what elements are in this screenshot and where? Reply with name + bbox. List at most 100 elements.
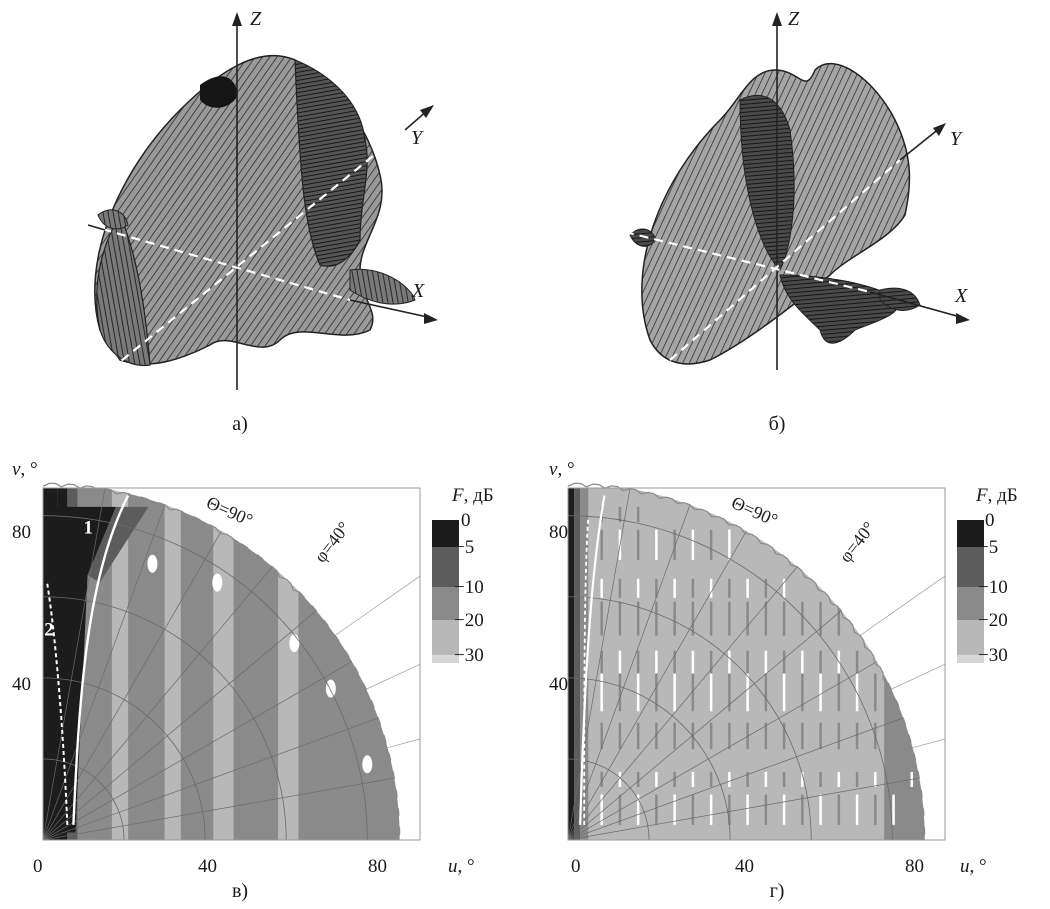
null-stripe — [728, 529, 731, 560]
contour-map-v: Θ=90° φ=40° 1 2 — [42, 482, 459, 841]
null-stripe — [746, 794, 749, 825]
null-stripe — [855, 722, 859, 750]
curve-2 — [46, 582, 69, 825]
colorbar-tick: −10 — [978, 577, 1008, 598]
null-stripe — [801, 794, 804, 825]
null-stripe — [782, 722, 786, 750]
colorbar-swatch — [957, 520, 984, 547]
null-stripe — [782, 771, 786, 788]
xtick-40: 40 — [735, 856, 754, 877]
grid-radial — [43, 483, 222, 840]
plot-frame — [42, 487, 421, 841]
null-stripe — [728, 601, 731, 636]
contour-map-g: Θ=90° φ=40° — [567, 482, 984, 841]
xtick-0: 0 — [571, 856, 581, 877]
colorbar-swatch — [432, 547, 459, 587]
colorbar-tick: −10 — [454, 577, 484, 598]
null-stripe — [691, 650, 695, 674]
ylabel-v: v, ° — [12, 459, 38, 480]
null-stripe — [673, 601, 676, 636]
null-stripe — [764, 771, 768, 788]
null-stripe — [673, 794, 676, 825]
caption-g: г) — [769, 880, 785, 902]
null-stripe — [636, 650, 640, 674]
grid-radial — [568, 579, 925, 840]
null-stripe — [636, 673, 640, 712]
null-stripe — [709, 771, 713, 788]
null-stripe — [910, 794, 914, 825]
grid-radial — [366, 663, 420, 690]
grid-radial — [568, 483, 747, 840]
null-stripe — [655, 673, 658, 712]
colorbar-tick: −20 — [454, 610, 484, 631]
null-stripe — [691, 529, 695, 560]
null-stripe — [782, 673, 786, 712]
null-stripe — [801, 722, 804, 750]
null-stripe — [801, 673, 804, 712]
null-stripe — [618, 578, 622, 598]
caption-b: б) — [768, 413, 786, 435]
pattern-3d-b — [624, 12, 970, 370]
curve-1-label: 1 — [84, 517, 94, 538]
caption-a: а) — [232, 413, 248, 435]
null-stripe — [892, 794, 895, 825]
null-stripe — [801, 601, 804, 636]
null-stripe — [618, 601, 622, 636]
grid-radial — [568, 661, 925, 840]
main-lobe — [51, 506, 116, 833]
xtick-0: 0 — [33, 856, 43, 877]
colorbar-tick: 0 — [461, 510, 471, 531]
null-stripe — [746, 601, 749, 636]
null-stripe — [600, 601, 603, 636]
null-region — [289, 634, 300, 653]
ylabel-g: v, ° — [549, 459, 575, 480]
null-stripe — [600, 794, 603, 825]
null-region — [325, 679, 336, 698]
null-stripe — [764, 673, 768, 712]
z-axis-label-a: Z — [250, 8, 262, 30]
null-stripe — [801, 650, 804, 674]
y-axis — [669, 159, 901, 361]
null-stripe — [837, 722, 841, 750]
boundary-arc — [567, 482, 926, 841]
plot-frame — [567, 487, 946, 841]
ytick-40: 40 — [12, 674, 31, 695]
colorbar-swatch — [957, 587, 984, 620]
colorbar-tick: −30 — [978, 645, 1008, 666]
null-stripe — [874, 771, 877, 788]
colorbar-tick: −5 — [454, 537, 475, 558]
null-stripe — [673, 722, 676, 750]
grid-radial — [43, 749, 400, 840]
null-stripe — [782, 794, 786, 825]
colorbar-swatch — [432, 620, 459, 655]
null-stripe — [709, 578, 713, 598]
null-stripe — [636, 771, 640, 788]
level-band-20db — [213, 488, 234, 840]
theta-label: Θ=90° — [729, 492, 781, 530]
null-stripe — [673, 673, 676, 712]
z-axis-label-b: Z — [788, 8, 800, 30]
null-stripe — [691, 601, 695, 636]
null-stripe — [764, 601, 768, 636]
xtick-80: 80 — [368, 856, 387, 877]
grid-radial — [891, 663, 945, 690]
null-stripe — [655, 529, 658, 560]
null-stripe — [709, 601, 713, 636]
colorbar-title-v: F, дБ — [452, 485, 494, 506]
grid-arc — [568, 515, 893, 840]
null-stripe — [691, 794, 695, 825]
null-region — [147, 554, 158, 573]
null-stripe — [819, 650, 822, 674]
grid-arc — [43, 677, 206, 840]
null-stripe — [673, 578, 676, 598]
colorbar-tick: −20 — [978, 610, 1008, 631]
null-stripe — [837, 601, 841, 636]
null-stripe — [618, 506, 622, 523]
null-stripe — [819, 673, 822, 712]
null-stripe — [600, 529, 603, 560]
null-stripe — [728, 578, 731, 598]
null-stripe — [874, 794, 877, 825]
null-stripe — [837, 794, 841, 825]
null-stripe — [746, 650, 749, 674]
null-stripe — [782, 650, 786, 674]
